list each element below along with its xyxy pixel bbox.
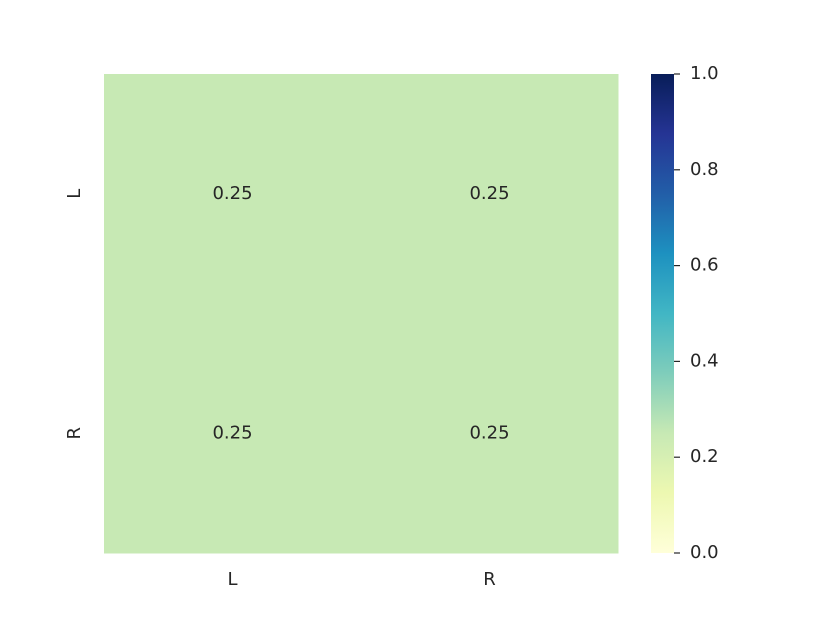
- colorbar-tick-label: 0.2: [690, 446, 719, 467]
- cell-label: 0.25: [212, 422, 252, 443]
- colorbar-tick-label: 1.0: [690, 63, 719, 84]
- x-tick-label: R: [483, 569, 496, 590]
- y-tick-label: R: [64, 427, 85, 440]
- cell-label: 0.25: [212, 183, 252, 204]
- colorbar-tick-label: 0.6: [690, 255, 719, 276]
- colorbar: [651, 74, 674, 553]
- heatmap-cell: [104, 313, 362, 554]
- heatmap-cell: [104, 74, 362, 314]
- heatmap-cell: [361, 74, 619, 314]
- colorbar-tick-label: 0.8: [690, 159, 719, 180]
- y-tick-label: L: [64, 189, 85, 199]
- colorbar-tick-label: 0.0: [690, 542, 719, 563]
- x-tick-label: L: [227, 569, 237, 590]
- cell-label: 0.25: [469, 183, 509, 204]
- colorbar-tick-label: 0.4: [690, 350, 719, 371]
- cell-label: 0.25: [469, 422, 509, 443]
- heatmap-cell: [361, 313, 619, 554]
